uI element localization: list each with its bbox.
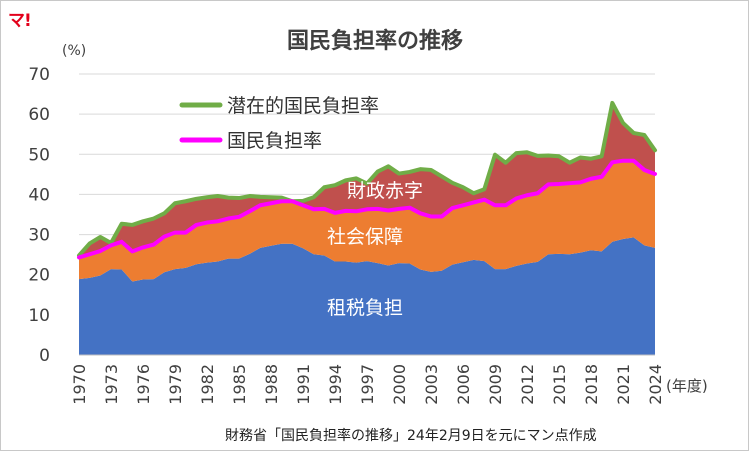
- legend-label: 潜在的国民負担率: [227, 95, 379, 117]
- x-tick-label: 2018: [582, 364, 601, 405]
- y-axis-unit-label: (%): [62, 43, 86, 59]
- x-tick-label: 1997: [358, 364, 377, 405]
- x-tick-label: 2012: [518, 364, 537, 405]
- x-axis-unit-label: (年度): [666, 377, 708, 395]
- y-tick-label: 20: [28, 266, 50, 286]
- x-tick-label: 1970: [70, 364, 89, 405]
- x-tick-label: 1991: [294, 364, 313, 405]
- y-tick-label: 50: [28, 145, 50, 165]
- x-tick-label: 1982: [198, 364, 217, 405]
- chart-title: 国民負担率の推移: [287, 28, 463, 54]
- x-tick-label: 2009: [486, 364, 505, 405]
- x-axis-ticks: 1970 1973 1976 1979 1982 1985 1988 1991 1994 1997…: [70, 354, 665, 405]
- source-note: 財務省「国民負担率の推移」24年2月9日を元にマン点作成: [225, 427, 597, 444]
- x-tick-label: 2000: [390, 364, 409, 405]
- area-label: 財政赤字: [347, 180, 423, 202]
- line-series-1: [77, 100, 657, 258]
- brand-logo: マ!: [8, 11, 32, 31]
- x-tick-label: 1976: [134, 364, 153, 405]
- area-series-2: [79, 160, 655, 282]
- x-tick-label: 1985: [230, 364, 249, 405]
- line-series-2: [77, 158, 657, 260]
- y-tick-label: 10: [28, 306, 50, 326]
- y-tick-label: 70: [28, 65, 50, 85]
- legend-label: 国民負担率: [227, 130, 322, 152]
- y-tick-label: 30: [28, 226, 50, 246]
- x-tick-label: 2021: [614, 364, 633, 405]
- line-series: [77, 100, 657, 260]
- y-axis-ticks: 0 10 20 30 40 50 60 70: [28, 65, 50, 366]
- area-series-1: [79, 237, 655, 355]
- x-tick-label: 1973: [102, 364, 121, 405]
- x-tick-label: 2015: [550, 364, 569, 405]
- x-tick-label: 2006: [454, 364, 473, 405]
- area-label: 社会保障: [327, 226, 403, 248]
- x-tick-label: 1988: [262, 364, 281, 405]
- x-tick-label: 1994: [326, 364, 345, 405]
- area-label: 租税負担: [327, 297, 403, 319]
- y-tick-label: 60: [28, 105, 50, 125]
- x-tick-label: 1979: [166, 364, 185, 405]
- y-tick-label: 0: [39, 346, 50, 366]
- y-tick-label: 40: [28, 185, 50, 205]
- x-tick-label: 2024: [646, 364, 665, 405]
- x-tick-label: 2003: [422, 364, 441, 405]
